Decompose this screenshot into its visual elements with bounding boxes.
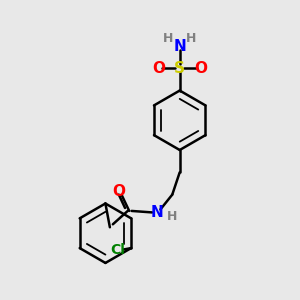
Text: S: S xyxy=(174,61,185,76)
Text: H: H xyxy=(163,32,174,45)
Text: N: N xyxy=(151,205,164,220)
Text: H: H xyxy=(186,32,196,45)
Text: O: O xyxy=(152,61,165,76)
Text: N: N xyxy=(173,39,186,54)
Text: Cl: Cl xyxy=(110,243,125,256)
Text: O: O xyxy=(112,184,125,199)
Text: O: O xyxy=(195,61,208,76)
Text: H: H xyxy=(167,210,178,224)
